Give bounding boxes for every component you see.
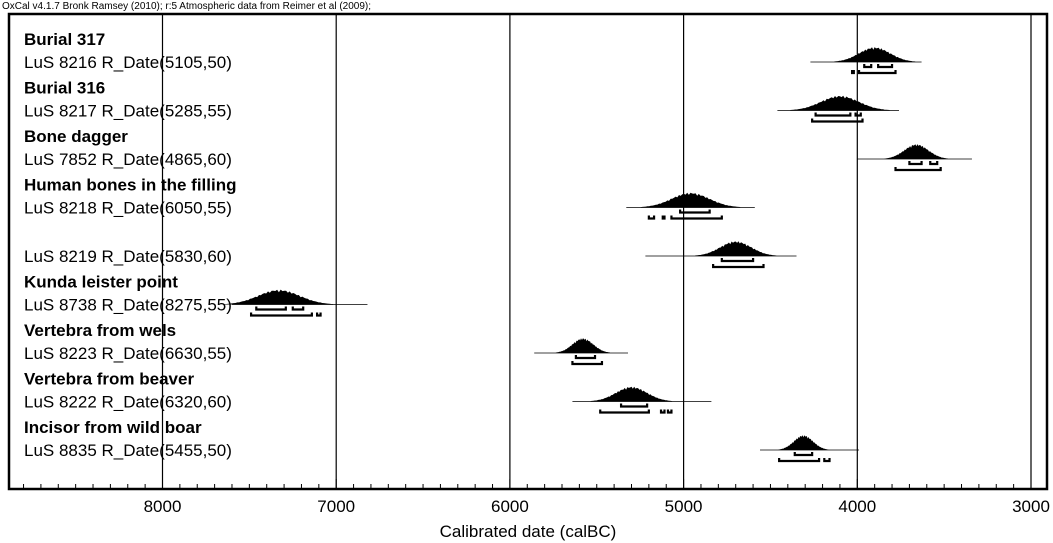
sample-label: LuS 8223 R_Date(6630,55) <box>24 344 232 363</box>
x-tick-label: 4000 <box>838 497 876 516</box>
probability-distribution <box>695 241 777 256</box>
x-axis-label: Calibrated date (calBC) <box>440 522 617 541</box>
hpd-95-range <box>571 361 604 366</box>
group-label: Vertebra from wels <box>24 321 176 340</box>
group-label: Vertebra from beaver <box>24 370 194 389</box>
hpd-68-range <box>255 306 287 311</box>
hpd-68-range <box>929 161 939 166</box>
hpd-68-range <box>720 258 755 263</box>
hpd-95-range <box>823 458 831 463</box>
probability-distribution <box>224 289 334 305</box>
x-tick-label: 5000 <box>665 497 703 516</box>
hpd-95-range <box>670 215 723 220</box>
hpd-95-range <box>647 215 656 220</box>
group-label: Kunda leister point <box>24 273 178 292</box>
hpd-95-range <box>249 312 313 317</box>
probability-distribution <box>590 386 673 402</box>
sample-label: LuS 8217 R_Date(5285,55) <box>24 102 232 121</box>
probability-distribution <box>834 47 916 62</box>
hpd-95-range <box>894 167 942 172</box>
hpd-95-range <box>811 118 864 123</box>
hpd-68-range <box>574 355 597 360</box>
sample-label: LuS 8218 R_Date(6050,55) <box>24 199 232 218</box>
plot-frame <box>7 12 1049 491</box>
hpd-95-range <box>661 215 666 220</box>
group-label: Bone dagger <box>24 127 128 146</box>
x-tick-label: 6000 <box>491 497 529 516</box>
hpd-95-range <box>666 409 673 414</box>
sample-row: Burial 317 LuS 8216 R_Date(5105,50) <box>24 30 922 75</box>
sample-row: Vertebra from beaver LuS 8222 R_Date(6320… <box>24 370 712 414</box>
sample-label: LuS 8216 R_Date(5105,50) <box>24 53 232 72</box>
sample-label: LuS 8219 R_Date(5830,60) <box>24 247 232 266</box>
hpd-95-range <box>850 70 855 75</box>
hpd-68-range <box>814 112 852 117</box>
hpd-68-range <box>854 112 862 117</box>
sample-row: Incisor from wild boar LuS 8835 R_Date(54… <box>24 418 860 463</box>
probability-distribution <box>555 338 610 353</box>
sample-row: Human bones in the filling LuS 8218 R_Dat… <box>24 176 755 220</box>
group-label: Human bones in the filling <box>24 176 237 195</box>
hpd-68-range <box>863 64 873 69</box>
group-label: Burial 316 <box>24 79 105 98</box>
hpd-95-range <box>857 70 897 75</box>
probability-distribution <box>790 95 890 111</box>
hpd-95-range <box>315 312 322 317</box>
x-axis-ticks: 8000 7000 6000 5000 4000 3000 <box>23 479 1050 516</box>
hpd-68-range <box>877 64 894 69</box>
group-label: Burial 317 <box>24 30 105 49</box>
sample-label: LuS 8222 R_Date(6320,60) <box>24 393 232 412</box>
vertical-grid <box>161 14 1032 489</box>
sample-row: Burial 316 LuS 8217 R_Date(5285,55) <box>24 79 899 123</box>
sample-label: LuS 8835 R_Date(5455,50) <box>24 441 232 460</box>
hpd-68-range <box>619 403 649 408</box>
hpd-95-range <box>599 409 650 414</box>
probability-distribution <box>640 192 741 208</box>
x-tick-label: 7000 <box>317 497 355 516</box>
probability-distribution <box>778 435 829 450</box>
group-label: Incisor from wild boar <box>24 418 202 437</box>
sample-row: Bone dagger LuS 7852 R_Date(4865,60) <box>24 127 972 172</box>
hpd-95-range <box>712 264 765 269</box>
hpd-68-range <box>908 161 923 166</box>
hpd-95-range <box>659 409 666 414</box>
hpd-68-range <box>291 306 305 311</box>
sample-row: Kunda leister point LuS 8738 R_Date(8275,… <box>24 273 368 317</box>
x-tick-label: 8000 <box>144 497 182 516</box>
hpd-68-range <box>679 209 711 214</box>
sample-label: LuS 7852 R_Date(4865,60) <box>24 150 232 169</box>
chart-header: OxCal v4.1.7 Bronk Ramsey (2010); r:5 At… <box>2 1 371 12</box>
sample-row: Vertebra from wels LuS 8223 R_Date(6630,5… <box>24 321 629 366</box>
probability-distribution <box>884 144 948 159</box>
x-tick-label: 3000 <box>1012 497 1050 516</box>
hpd-68-range <box>793 452 814 457</box>
sample-label: LuS 8738 R_Date(8275,55) <box>24 296 232 315</box>
hpd-95-range <box>778 458 821 463</box>
sample-row: LuS 8219 R_Date(5830,60) <box>24 241 797 269</box>
